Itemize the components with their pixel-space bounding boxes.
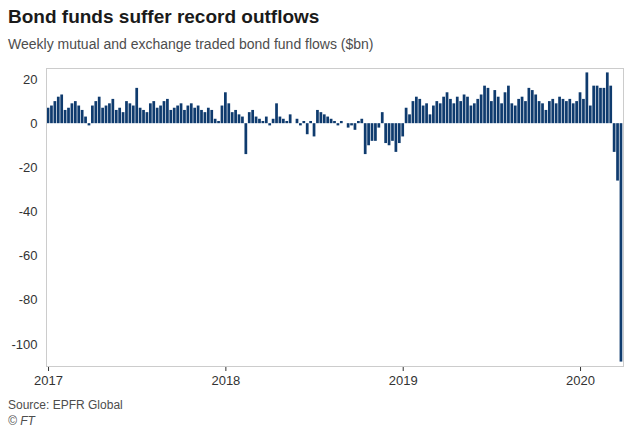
svg-text:2020: 2020 xyxy=(566,373,595,388)
svg-text:2019: 2019 xyxy=(389,373,418,388)
svg-text:-100: -100 xyxy=(11,337,37,352)
svg-text:2017: 2017 xyxy=(34,373,63,388)
svg-text:-60: -60 xyxy=(19,248,38,263)
html-text:© FT: © FT xyxy=(8,414,35,428)
svg-text:-80: -80 xyxy=(19,292,38,307)
html-text:Source: EPFR Global: Source: EPFR Global xyxy=(8,398,123,412)
svg-text:20: 20 xyxy=(23,72,37,87)
svg-text:0: 0 xyxy=(30,116,37,131)
svg-text:-40: -40 xyxy=(19,204,38,219)
svg-text:-20: -20 xyxy=(19,160,38,175)
svg-text:2018: 2018 xyxy=(211,373,240,388)
html-text:Weekly mutual and exchange tra: Weekly mutual and exchange traded bond f… xyxy=(8,36,374,52)
html-text:Bond funds suffer record outfl: Bond funds suffer record outflows xyxy=(8,6,320,27)
